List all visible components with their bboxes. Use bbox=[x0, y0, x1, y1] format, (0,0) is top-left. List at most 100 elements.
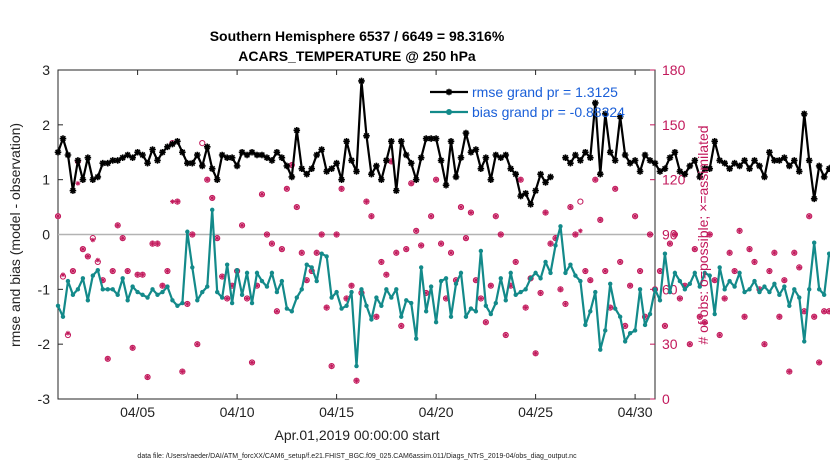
rmse-point bbox=[731, 159, 738, 167]
rmse-point bbox=[532, 187, 539, 194]
obs-assimilated-point bbox=[607, 305, 613, 311]
bias-point bbox=[324, 254, 329, 259]
obs-possible-point bbox=[617, 258, 624, 266]
obs-assimilated-point bbox=[707, 232, 713, 237]
y-right-tick-label: 120 bbox=[662, 172, 686, 188]
obs-assimilated-point bbox=[632, 213, 638, 219]
obs-possible-point bbox=[313, 249, 320, 256]
rmse-point bbox=[427, 135, 435, 142]
rmse-point bbox=[338, 176, 345, 183]
obs-assimilated-point bbox=[100, 277, 106, 283]
bias-point bbox=[757, 289, 762, 295]
bias-point bbox=[563, 270, 568, 276]
bias-point bbox=[627, 331, 633, 336]
bias-point bbox=[229, 300, 235, 306]
bias-point bbox=[70, 292, 76, 298]
rmse-legend-marker bbox=[445, 88, 453, 96]
bias-point bbox=[165, 284, 170, 289]
obs-assimilated-point bbox=[344, 296, 349, 301]
rmse-point bbox=[756, 162, 763, 170]
obs-assimilated-point bbox=[568, 204, 573, 210]
obs-assimilated-point bbox=[816, 360, 822, 365]
obs-assimilated-point bbox=[184, 301, 190, 307]
y-right-tick-label: 150 bbox=[662, 117, 686, 133]
rmse-point bbox=[422, 135, 430, 142]
obs-possible-point bbox=[816, 359, 823, 366]
x-tick-label: 04/25 bbox=[518, 404, 553, 420]
obs-assimilated-point bbox=[577, 228, 583, 234]
bias-point bbox=[404, 298, 409, 303]
bias-point bbox=[175, 303, 180, 308]
obs-assimilated-point bbox=[418, 243, 424, 248]
rmse-point bbox=[159, 148, 166, 156]
obs-possible-point bbox=[413, 227, 420, 234]
rmse-point bbox=[238, 148, 246, 156]
obs-possible-point bbox=[84, 253, 91, 260]
obs-possible-point bbox=[447, 249, 455, 256]
obs-possible-point bbox=[373, 313, 380, 320]
bias-point bbox=[264, 284, 270, 289]
obs-assimilated-point bbox=[110, 268, 116, 274]
rmse-point bbox=[621, 151, 629, 159]
bias-point bbox=[234, 267, 240, 273]
rmse-point bbox=[54, 148, 62, 156]
obs-assimilated-point bbox=[70, 268, 76, 274]
rmse-point bbox=[482, 154, 490, 162]
bias-point bbox=[538, 276, 543, 281]
bias-point bbox=[195, 298, 200, 303]
obs-assimilated-point bbox=[239, 222, 245, 228]
bias-point bbox=[428, 284, 434, 289]
obs-assimilated-point bbox=[602, 268, 608, 274]
obs-assimilated-point bbox=[553, 235, 558, 241]
bias-point bbox=[617, 314, 623, 319]
bias-point bbox=[807, 287, 812, 292]
rmse-point bbox=[348, 157, 355, 164]
bias-point bbox=[65, 278, 71, 284]
obs-possible-point bbox=[437, 240, 445, 247]
obs-possible-point bbox=[537, 289, 544, 297]
obs-possible-point bbox=[368, 213, 375, 220]
obs-assimilated-point bbox=[334, 232, 339, 237]
bias-point bbox=[578, 278, 583, 284]
obs-assimilated-point bbox=[781, 277, 787, 283]
obs-possible-point bbox=[597, 216, 604, 223]
obs-assimilated-point bbox=[354, 378, 359, 384]
bias-point bbox=[662, 251, 668, 256]
rmse-point bbox=[203, 143, 211, 151]
obs-assimilated-point bbox=[155, 241, 160, 247]
bias-point bbox=[269, 270, 275, 276]
bias-point bbox=[349, 289, 354, 295]
x-tick-label: 04/05 bbox=[120, 404, 155, 420]
obs-assimilated-point bbox=[279, 246, 285, 252]
bias-point bbox=[737, 270, 742, 276]
obs-possible-point bbox=[691, 246, 698, 253]
obs-assimilated-point bbox=[752, 259, 757, 265]
bias-point bbox=[608, 281, 613, 287]
bias-point bbox=[816, 287, 822, 292]
y-left-tick-label: -3 bbox=[38, 391, 51, 407]
obs-assimilated-point bbox=[508, 283, 514, 289]
rmse-point bbox=[89, 176, 97, 183]
rmse-point bbox=[636, 168, 644, 175]
bias-point bbox=[369, 317, 374, 322]
y-left-tick-label: 3 bbox=[42, 62, 50, 78]
rmse-point bbox=[278, 154, 286, 162]
obs-assimilated-point bbox=[398, 323, 404, 329]
obs-possible-point bbox=[751, 258, 758, 266]
obs-possible-point bbox=[582, 267, 589, 275]
obs-assimilated-point bbox=[428, 213, 434, 219]
obs-possible-point bbox=[766, 267, 773, 275]
obs-assimilated-point bbox=[349, 283, 354, 289]
obs-possible-point bbox=[159, 282, 166, 289]
rmse-point bbox=[432, 135, 440, 142]
obs-possible-point bbox=[562, 300, 569, 308]
obs-possible-point bbox=[487, 282, 494, 289]
obs-assimilated-point bbox=[165, 268, 170, 274]
obs-possible-point bbox=[806, 213, 813, 220]
obs-assimilated-point bbox=[742, 314, 747, 320]
obs-assimilated-point bbox=[622, 323, 628, 329]
rmse-point bbox=[512, 170, 519, 178]
obs-assimilated-point bbox=[219, 274, 225, 279]
obs-assimilated-point bbox=[642, 314, 648, 320]
obs-possible-point bbox=[467, 209, 475, 216]
